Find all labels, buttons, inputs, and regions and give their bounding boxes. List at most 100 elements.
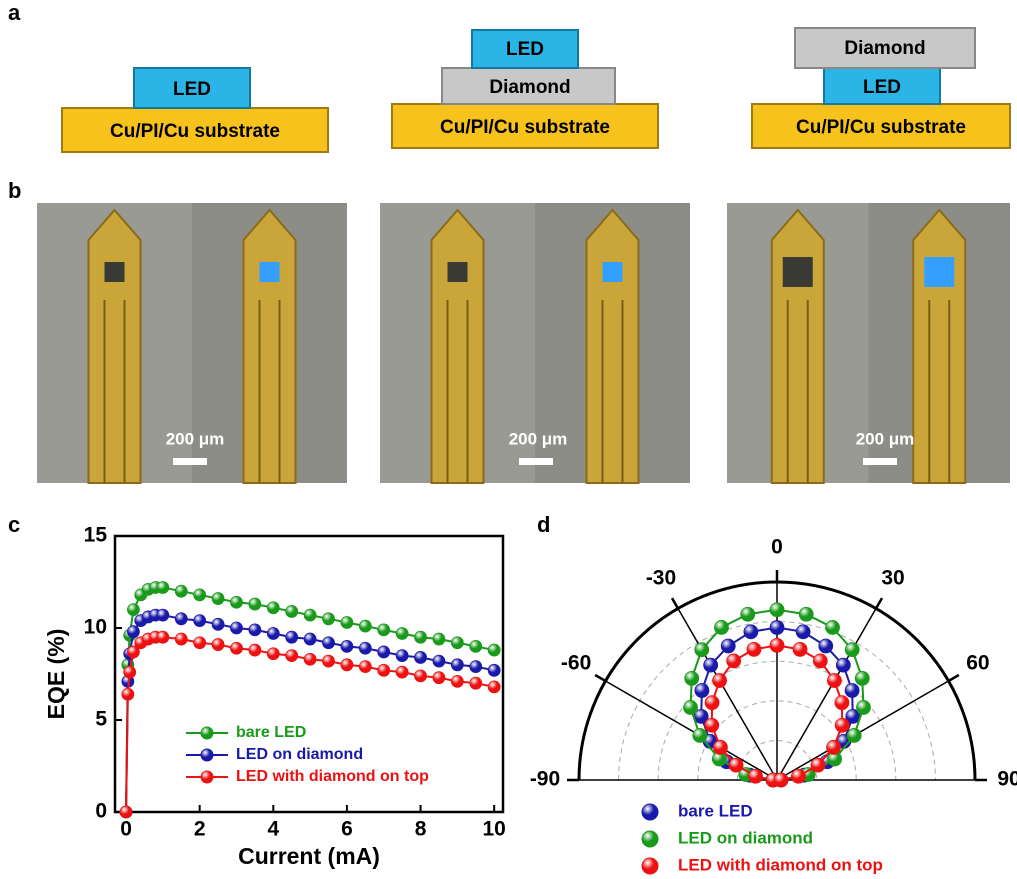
marker xyxy=(249,644,261,656)
x-tick-label: 6 xyxy=(341,818,353,841)
marker xyxy=(770,621,784,635)
legend-label: LED with diamond on top xyxy=(236,768,429,785)
marker xyxy=(695,643,709,657)
legend-marker xyxy=(642,831,658,847)
marker xyxy=(827,740,841,754)
marker xyxy=(845,643,859,657)
marker xyxy=(451,659,463,671)
marker xyxy=(359,642,371,654)
probe xyxy=(913,210,965,483)
angle-label: 30 xyxy=(881,567,904,590)
marker xyxy=(415,651,427,663)
marker xyxy=(741,607,755,621)
marker xyxy=(749,769,763,783)
marker xyxy=(685,671,699,685)
probe xyxy=(432,210,484,483)
marker xyxy=(770,638,784,652)
marker xyxy=(695,684,709,698)
marker xyxy=(286,650,298,662)
marker xyxy=(286,605,298,617)
scale-bar xyxy=(519,458,553,465)
scale-bar xyxy=(863,458,897,465)
marker xyxy=(705,718,719,732)
marker xyxy=(415,631,427,643)
angle-label: 90 xyxy=(997,768,1017,791)
y-tick-label: 10 xyxy=(84,616,107,639)
marker xyxy=(157,631,169,643)
marker xyxy=(124,666,136,678)
legend-label: LED on diamond xyxy=(236,746,363,763)
x-tick-label: 4 xyxy=(267,818,279,841)
marker xyxy=(811,758,825,772)
marker xyxy=(721,639,735,653)
panel-letter: c xyxy=(8,512,20,537)
marker xyxy=(713,740,727,754)
marker xyxy=(396,650,408,662)
marker xyxy=(127,626,139,638)
marker xyxy=(175,613,187,625)
marker xyxy=(396,628,408,640)
marker xyxy=(194,589,206,601)
legend-marker xyxy=(201,749,213,761)
marker xyxy=(267,628,279,640)
marker xyxy=(488,681,500,693)
legend-marker xyxy=(201,771,213,783)
legend-label: bare LED xyxy=(678,801,753,820)
chip xyxy=(260,262,280,282)
marker xyxy=(799,607,813,621)
marker xyxy=(212,593,224,605)
substrate-label: Cu/PI/Cu substrate xyxy=(110,121,280,142)
y-axis-label: EQE (%) xyxy=(43,629,69,720)
diamond-label: Diamond xyxy=(489,77,570,98)
marker xyxy=(827,674,841,688)
marker xyxy=(212,618,224,630)
chip xyxy=(448,262,468,282)
marker xyxy=(826,620,840,634)
marker xyxy=(855,671,869,685)
chip xyxy=(603,262,623,282)
marker xyxy=(157,609,169,621)
marker xyxy=(175,585,187,597)
marker xyxy=(323,637,335,649)
marker xyxy=(359,661,371,673)
marker xyxy=(230,642,242,654)
marker xyxy=(819,639,833,653)
angle-tick xyxy=(595,675,605,681)
scale-label: 200 μm xyxy=(856,429,915,448)
marker xyxy=(704,658,718,672)
marker xyxy=(286,631,298,643)
marker xyxy=(796,625,810,639)
probe xyxy=(244,210,296,483)
chip xyxy=(783,257,813,287)
chip xyxy=(924,257,954,287)
marker xyxy=(249,624,261,636)
marker xyxy=(359,620,371,632)
marker xyxy=(396,666,408,678)
marker xyxy=(774,773,788,787)
marker xyxy=(230,596,242,608)
marker xyxy=(378,646,390,658)
marker xyxy=(127,604,139,616)
angle-label: -90 xyxy=(530,768,560,791)
angle-tick xyxy=(948,675,958,681)
legend-label: LED on diamond xyxy=(678,828,813,847)
marker xyxy=(856,700,870,714)
x-axis-label: Current (mA) xyxy=(238,843,380,869)
marker xyxy=(267,602,279,614)
legend-marker xyxy=(201,727,213,739)
angle-label: -30 xyxy=(646,567,676,590)
marker xyxy=(433,672,445,684)
diamond-label: Diamond xyxy=(844,38,925,59)
x-tick-label: 8 xyxy=(415,818,427,841)
marker xyxy=(194,615,206,627)
legend-label: LED with diamond on top xyxy=(678,855,883,874)
marker xyxy=(267,648,279,660)
marker xyxy=(714,620,728,634)
marker xyxy=(705,696,719,710)
x-tick-label: 10 xyxy=(482,818,505,841)
marker xyxy=(122,688,134,700)
marker xyxy=(378,664,390,676)
probe xyxy=(89,210,141,483)
marker xyxy=(378,624,390,636)
substrate-label: Cu/PI/Cu substrate xyxy=(440,117,610,138)
